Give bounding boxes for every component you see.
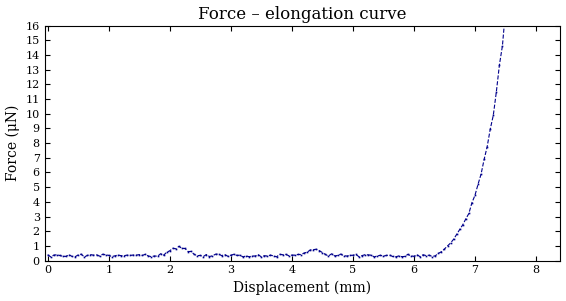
Y-axis label: Force (μN): Force (μN) (6, 105, 20, 181)
X-axis label: Displacement (mm): Displacement (mm) (233, 281, 372, 296)
Title: Force – elongation curve: Force – elongation curve (198, 5, 407, 23)
